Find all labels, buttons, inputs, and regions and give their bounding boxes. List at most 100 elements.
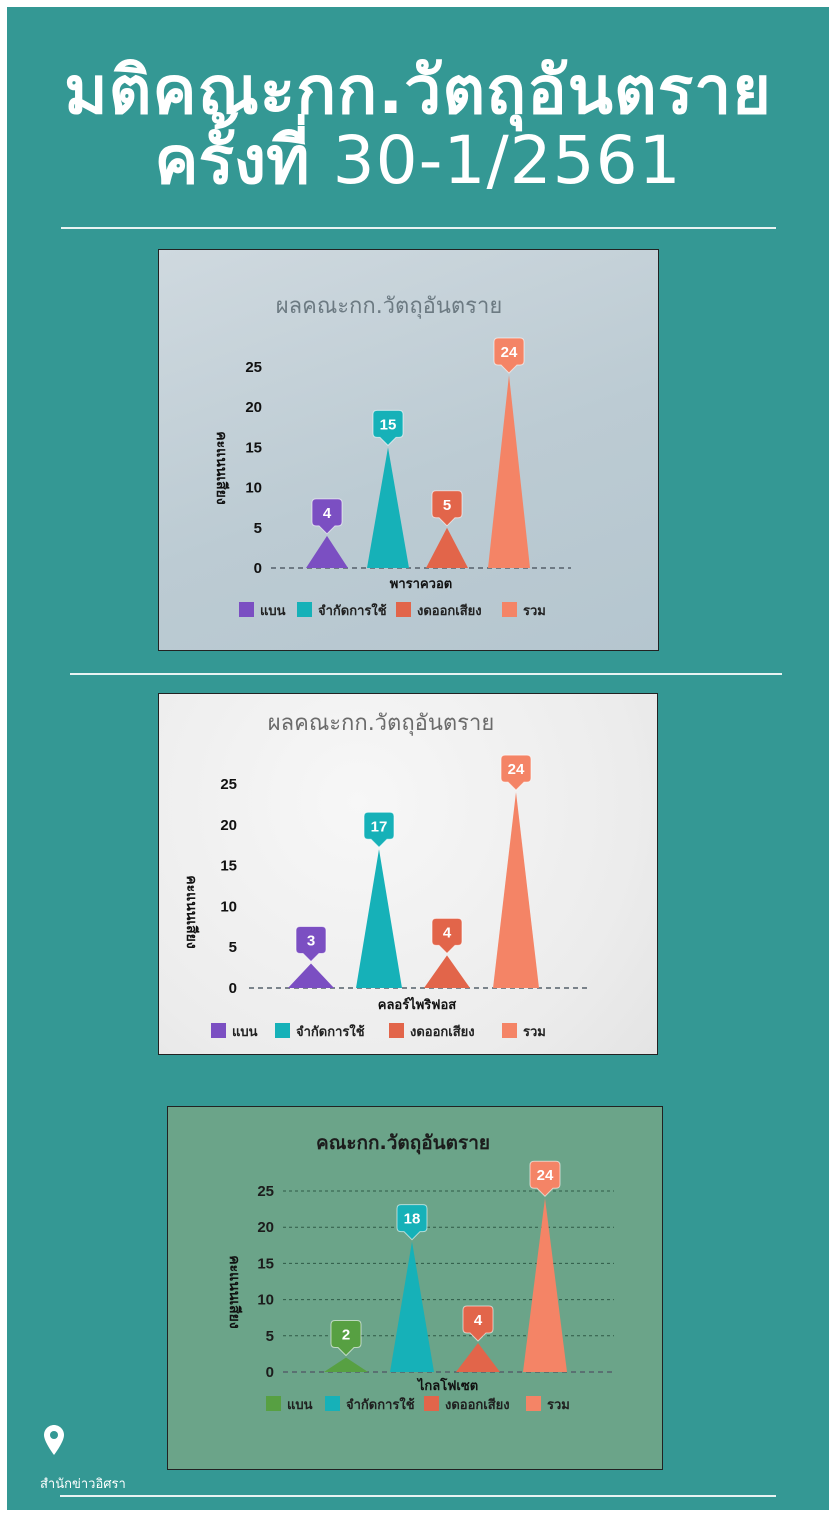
source-label: สำนักข่าวอิศรา <box>40 1477 126 1492</box>
legend-label: แบน <box>260 604 286 619</box>
data-label-bubble <box>431 490 463 527</box>
legend-swatch <box>502 1023 517 1038</box>
y-tick-label: 15 <box>245 439 262 456</box>
legend-label: แบน <box>287 1398 313 1413</box>
y-tick-label: 20 <box>257 1219 274 1236</box>
peak-abstain <box>426 527 468 568</box>
data-label: 17 <box>371 818 388 835</box>
peak-ban <box>324 1357 368 1372</box>
divider-top <box>61 227 776 229</box>
y-tick-label: 10 <box>257 1292 274 1309</box>
x-axis-label: คลอร์ไพริฟอส <box>378 996 457 1013</box>
data-label: 4 <box>443 924 452 941</box>
peak-abstain <box>424 955 470 988</box>
peak-restrict <box>390 1241 434 1372</box>
legend-swatch <box>389 1023 404 1038</box>
y-tick-label: 5 <box>266 1328 274 1345</box>
data-label: 5 <box>443 497 451 514</box>
y-tick-label: 10 <box>245 480 262 497</box>
legend-swatch <box>297 602 312 617</box>
legend-swatch <box>396 602 411 617</box>
y-tick-label: 20 <box>220 817 237 834</box>
data-label-bubble <box>500 754 532 791</box>
legend-swatch <box>325 1396 340 1411</box>
data-label: 24 <box>508 761 525 778</box>
data-label: 18 <box>404 1211 421 1228</box>
peak-ban <box>288 963 334 988</box>
legend-swatch <box>424 1396 439 1411</box>
data-label-bubble <box>372 409 404 447</box>
divider-middle <box>70 673 782 675</box>
y-axis-label: คะแนนเสียง <box>183 875 199 949</box>
y-tick-label: 0 <box>229 980 237 997</box>
data-label: 4 <box>474 1312 483 1329</box>
chart-glyphosate: คณะกก.วัตถุอันตราย 0 5 10 15 20 25 คะแนนเสียงไก… <box>226 1132 614 1413</box>
location-pin-icon <box>44 1425 64 1455</box>
chart-chlorpyrifos: ผลคณะกก.วัตถุอันตราย 0 5 10 15 20 25 คะแนนเสียง… <box>183 711 587 1040</box>
chart-card-chlorpyrifos: ผลคณะกก.วัตถุอันตราย 0 5 10 15 20 25 คะแนนเสียง… <box>158 693 658 1055</box>
legend-label: งดออกเสียง <box>417 603 482 619</box>
legend-swatch <box>275 1023 290 1038</box>
y-tick-label: 5 <box>229 939 237 956</box>
peak-restrict <box>356 849 402 988</box>
data-label: 24 <box>501 344 518 361</box>
data-label: 2 <box>342 1327 350 1344</box>
data-label: 4 <box>323 505 332 522</box>
legend-swatch <box>266 1396 281 1411</box>
legend-swatch <box>526 1396 541 1411</box>
legend-label: รวม <box>523 604 546 619</box>
data-label-bubble <box>462 1305 494 1342</box>
data-label-bubble <box>330 1320 362 1357</box>
chart-title: คณะกก.วัตถุอันตราย <box>316 1132 490 1155</box>
legend-label: งดออกเสียง <box>445 1397 510 1413</box>
y-tick-label: 15 <box>257 1255 274 1272</box>
y-tick-label: 0 <box>254 560 262 577</box>
data-label-bubble <box>396 1204 428 1241</box>
divider-bottom <box>60 1495 776 1497</box>
legend-label: จำกัดการใช้ <box>296 1023 365 1040</box>
y-tick-label: 25 <box>220 776 237 793</box>
data-label: 24 <box>537 1167 554 1184</box>
peak-ban <box>306 535 348 568</box>
peak-restrict <box>367 447 409 568</box>
headline-line-2: ครั้งที่ 30-1/2561 <box>0 128 836 194</box>
data-label-bubble <box>311 498 343 535</box>
legend-label: แบน <box>232 1025 258 1040</box>
chart-card-glyphosate: คณะกก.วัตถุอันตราย 0 5 10 15 20 25 คะแนนเสียงไก… <box>167 1106 663 1470</box>
headline-line-1: มติคณะกก.วัตถุอันตราย <box>64 52 772 129</box>
meeting-number: 30-1/2561 <box>332 122 682 199</box>
x-axis-label: ไกลโฟเซต <box>416 1377 478 1394</box>
data-label-bubble <box>493 337 525 374</box>
peak-abstain <box>456 1343 500 1372</box>
chart-title: ผลคณะกก.วัตถุอันตราย <box>276 294 503 319</box>
legend-label: จำกัดการใช้ <box>318 602 387 619</box>
y-tick-label: 0 <box>266 1364 274 1381</box>
y-tick-label: 15 <box>220 858 237 875</box>
legend-label: รวม <box>523 1025 546 1040</box>
data-label-bubble <box>363 811 395 848</box>
y-tick-label: 25 <box>245 359 262 376</box>
peak-total <box>488 375 530 568</box>
legend-label: รวม <box>547 1398 570 1413</box>
legend-swatch <box>239 602 254 617</box>
legend-label: จำกัดการใช้ <box>346 1396 415 1413</box>
legend-swatch <box>211 1023 226 1038</box>
data-label-bubble <box>295 926 327 963</box>
headline-prefix: ครั้งที่ <box>154 122 310 199</box>
legend-swatch <box>502 602 517 617</box>
y-tick-label: 20 <box>245 399 262 416</box>
data-label-bubble <box>529 1160 561 1197</box>
data-label: 15 <box>380 416 397 433</box>
chart-title: ผลคณะกก.วัตถุอันตราย <box>268 711 495 736</box>
x-axis-label: พาราควอต <box>390 577 452 592</box>
y-axis-label: คะแนนเสียง <box>226 1255 242 1329</box>
data-label-bubble <box>431 917 463 955</box>
y-tick-label: 25 <box>257 1183 274 1200</box>
y-tick-label: 10 <box>220 898 237 915</box>
data-label: 3 <box>307 933 315 950</box>
legend-label: งดออกเสียง <box>410 1024 475 1040</box>
chart-paraquat: ผลคณะกก.วัตถุอันตราย 0 5 10 15 20 25 คะแนนเสียง… <box>213 294 571 619</box>
y-tick-label: 5 <box>254 520 262 537</box>
peak-total <box>493 792 539 988</box>
chart-card-paraquat: ผลคณะกก.วัตถุอันตราย 0 5 10 15 20 25 คะแนนเสียง… <box>158 249 659 651</box>
